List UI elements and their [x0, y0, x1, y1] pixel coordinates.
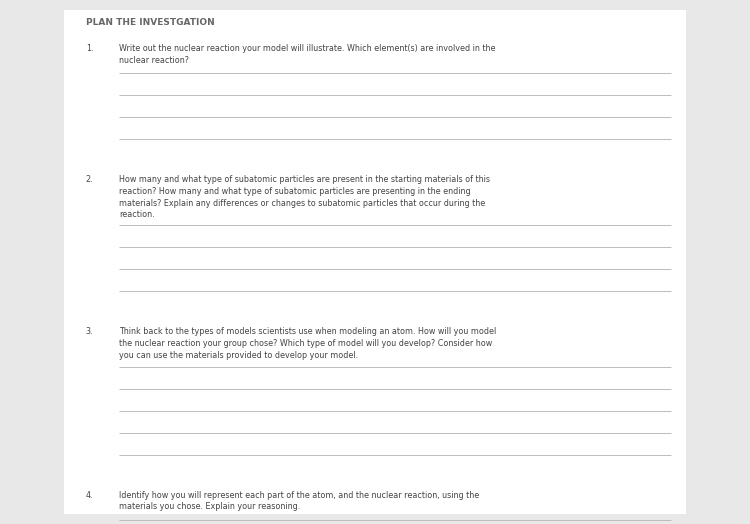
Text: 2.: 2.	[86, 175, 93, 184]
Bar	[64, 10, 686, 514]
Text: Write out the nuclear reaction your model will illustrate. Which element(s) are : Write out the nuclear reaction your mode…	[118, 44, 495, 65]
Text: PLAN THE INVESTGATION: PLAN THE INVESTGATION	[86, 18, 214, 27]
Text: 4.: 4.	[86, 490, 93, 499]
Text: Identify how you will represent each part of the atom, and the nuclear reaction,: Identify how you will represent each par…	[118, 490, 479, 511]
Text: Think back to the types of models scientists use when modeling an atom. How will: Think back to the types of models scient…	[118, 327, 496, 359]
Text: 1.: 1.	[86, 44, 93, 53]
Text: How many and what type of subatomic particles are present in the starting materi: How many and what type of subatomic part…	[118, 175, 490, 220]
Text: 3.: 3.	[86, 327, 93, 336]
